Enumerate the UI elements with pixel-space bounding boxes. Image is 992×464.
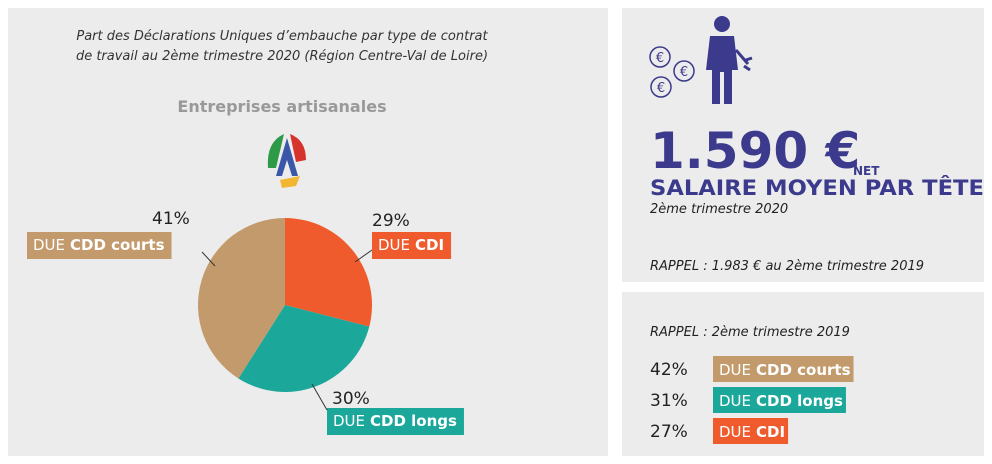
- label-prefix: DUE: [719, 361, 751, 379]
- title-line: de travail au 2ème trimestre 2020 (Régio…: [76, 49, 488, 64]
- label-prefix: DUE: [333, 412, 365, 430]
- svg-text:€: €: [656, 51, 664, 66]
- logo: [267, 134, 306, 188]
- subtitle: Entreprises artisanales: [177, 97, 386, 116]
- leader-line: [311, 383, 328, 411]
- percent-label: 29%: [372, 211, 410, 231]
- pie-slice: [197, 218, 285, 379]
- salary-unit: NET: [853, 164, 880, 178]
- label-name: CDD courts: [70, 236, 165, 254]
- label-box: [713, 356, 854, 382]
- reminder-label: DUE CDD longs: [719, 392, 843, 410]
- salary-reminder: RAPPEL : 1.983 € au 2ème trimestre 2019: [650, 259, 924, 274]
- salary-amount: 1.590 €: [650, 122, 860, 180]
- pie-slice: [238, 305, 370, 392]
- percent-label: 30%: [332, 389, 370, 409]
- label-box: [27, 232, 172, 259]
- leader-line: [354, 249, 373, 263]
- label-prefix: DUE: [719, 392, 751, 410]
- leader-line: [201, 251, 216, 267]
- svg-text:€: €: [657, 81, 665, 96]
- title-line: Part des Déclarations Uniques d’embauche…: [76, 29, 488, 44]
- label-box: [713, 387, 846, 413]
- label-name: CDI: [415, 236, 444, 254]
- label-name: CDD longs: [370, 412, 457, 430]
- label-prefix: DUE: [719, 423, 751, 441]
- salary-period: 2ème trimestre 2020: [650, 202, 788, 217]
- percent-label: 41%: [152, 209, 190, 229]
- label-name: CDI: [756, 423, 785, 441]
- reminder-percent: 27%: [650, 422, 688, 442]
- label-box: [327, 408, 464, 435]
- salary-icon: € € €: [649, 16, 753, 104]
- label-box: [372, 232, 452, 259]
- reminder-label: DUE CDI: [719, 423, 785, 441]
- svg-text:€: €: [680, 65, 688, 80]
- salary-panel: [622, 8, 984, 282]
- reminder-percent: 42%: [650, 360, 688, 380]
- salary-label: SALAIRE MOYEN PAR TÊTE: [650, 175, 984, 200]
- category-label: DUE CDD longs: [333, 412, 457, 430]
- label-prefix: DUE: [378, 236, 410, 254]
- reminder-percent: 31%: [650, 391, 688, 411]
- label-name: CDD longs: [756, 392, 843, 410]
- category-label: DUE CDD courts: [33, 236, 165, 254]
- pie-slice: [285, 218, 372, 327]
- reminder-label: DUE CDD courts: [719, 361, 851, 379]
- reminder-title: RAPPEL : 2ème trimestre 2019: [650, 325, 850, 340]
- category-label: DUE CDI: [378, 236, 444, 254]
- label-box: [713, 418, 789, 444]
- label-prefix: DUE: [33, 236, 65, 254]
- label-name: CDD courts: [756, 361, 851, 379]
